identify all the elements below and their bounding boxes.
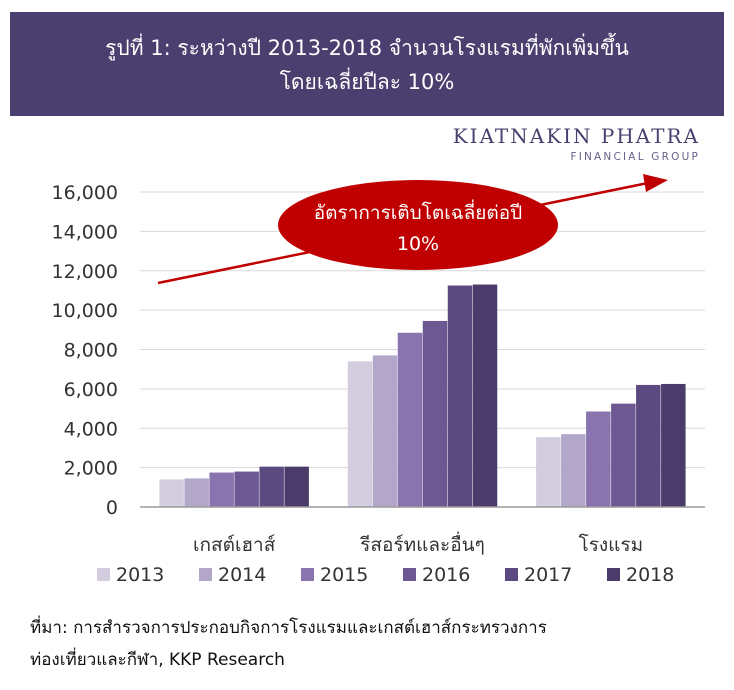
y-tick-label: 10,000 <box>52 300 118 322</box>
bar <box>372 355 398 507</box>
y-tick-label: 14,000 <box>52 221 118 243</box>
growth-arrow-head <box>643 174 668 192</box>
legend-swatch <box>301 568 314 581</box>
growth-bubble-shape <box>278 180 558 270</box>
bar <box>284 466 309 507</box>
y-tick-label: 12,000 <box>52 261 118 283</box>
x-category-label: รีสอร์ทและอื่นๆ <box>359 531 484 556</box>
legend-label: 2017 <box>524 564 572 586</box>
bar <box>422 320 448 507</box>
growth-bubble-line-1: อัตราการเติบโตเฉลี่ยต่อปี <box>314 199 522 224</box>
title-line-2: โดยเฉลี่ยปีละ 10% <box>279 70 455 94</box>
bar <box>259 466 284 507</box>
bar <box>586 411 611 507</box>
brand-logo: KIATNAKIN PHATRA FINANCIAL GROUP <box>453 124 700 163</box>
bar <box>184 478 209 507</box>
bar <box>447 285 473 507</box>
x-category-label: โรงแรม <box>578 533 643 556</box>
growth-bubble-line-2: 10% <box>397 233 439 255</box>
legend-swatch <box>199 568 212 581</box>
bar <box>397 332 423 507</box>
legend: 2013 2014 2015 2016 2017 2018 <box>97 564 674 586</box>
legend-swatch <box>607 568 620 581</box>
legend-label: 2018 <box>626 564 674 586</box>
source-line-1: ที่มา: การสำรวจการประกอบกิจการโรงแรมและเ… <box>30 618 547 638</box>
bar <box>159 479 184 507</box>
legend-label: 2013 <box>116 564 164 586</box>
legend-swatch <box>403 568 416 581</box>
bar <box>209 472 234 507</box>
bar <box>636 384 661 507</box>
y-tick-label: 4,000 <box>64 418 118 440</box>
bar <box>661 383 686 507</box>
bar-chart: 0 2,000 4,000 6,000 8,000 10,000 12,000 14,000 1… <box>52 174 705 586</box>
legend-label: 2015 <box>320 564 368 586</box>
x-category-label: เกสต์เฮาส์ <box>193 534 276 556</box>
bar <box>536 437 561 507</box>
y-tick-labels: 0 2,000 4,000 6,000 8,000 10,000 12,000 14,000 1… <box>52 182 118 519</box>
brand-name: KIATNAKIN PHATRA <box>452 124 700 148</box>
brand-tagline: FINANCIAL GROUP <box>570 151 700 163</box>
bar <box>347 361 373 507</box>
y-tick-label: 2,000 <box>64 458 118 480</box>
source-note: ที่มา: การสำรวจการประกอบกิจการโรงแรมและเ… <box>30 612 547 676</box>
bar <box>234 471 259 507</box>
legend-label: 2016 <box>422 564 470 586</box>
x-category-labels: เกสต์เฮาส์ รีสอร์ทและอื่นๆ โรงแรม <box>193 531 643 556</box>
source-line-2: ท่องเที่ยวและกีฬา, KKP Research <box>30 650 285 670</box>
legend-swatch <box>505 568 518 581</box>
bar <box>472 284 498 507</box>
title-banner: รูปที่ 1: ระหว่างปี 2013-2018 จำนวนโรงแร… <box>10 12 724 116</box>
y-tick-label: 6,000 <box>64 379 118 401</box>
y-tick-label: 16,000 <box>52 182 118 204</box>
legend-swatch <box>97 568 110 581</box>
title-line-1: รูปที่ 1: ระหว่างปี 2013-2018 จำนวนโรงแร… <box>105 36 629 60</box>
bars <box>159 284 686 507</box>
bar <box>611 403 636 507</box>
bar <box>561 434 586 507</box>
legend-label: 2014 <box>218 564 266 586</box>
growth-bubble: อัตราการเติบโตเฉลี่ยต่อปี 10% <box>278 180 558 270</box>
y-tick-label: 8,000 <box>64 340 118 362</box>
y-tick-label: 0 <box>106 497 118 519</box>
